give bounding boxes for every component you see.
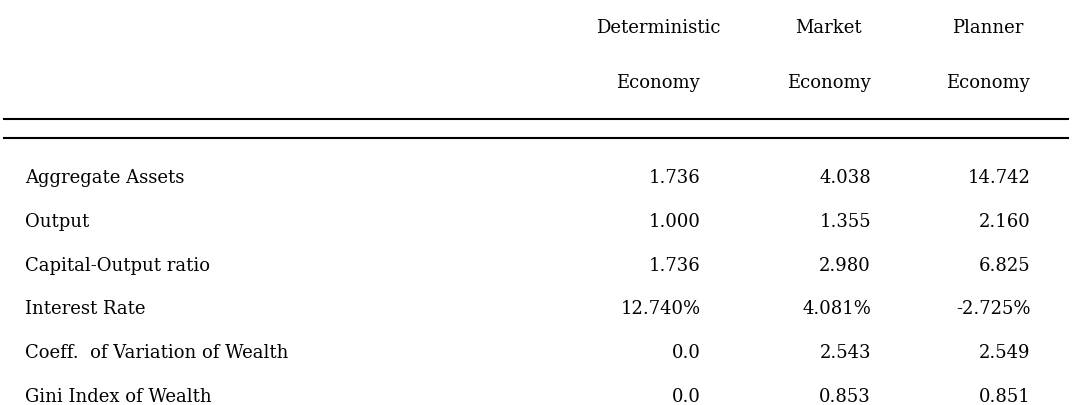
Text: 1.000: 1.000: [649, 213, 701, 231]
Text: Market: Market: [795, 19, 862, 37]
Text: 2.160: 2.160: [979, 213, 1030, 231]
Text: Deterministic: Deterministic: [596, 19, 720, 37]
Text: Capital-Output ratio: Capital-Output ratio: [26, 257, 210, 275]
Text: 2.543: 2.543: [820, 344, 872, 362]
Text: 14.742: 14.742: [968, 169, 1030, 187]
Text: 4.038: 4.038: [819, 169, 872, 187]
Text: Output: Output: [26, 213, 90, 231]
Text: 1.736: 1.736: [650, 257, 701, 275]
Text: Economy: Economy: [616, 74, 700, 92]
Text: Planner: Planner: [952, 19, 1024, 37]
Text: 12.740%: 12.740%: [621, 301, 701, 318]
Text: Coeff.  of Variation of Wealth: Coeff. of Variation of Wealth: [26, 344, 288, 362]
Text: Gini Index of Wealth: Gini Index of Wealth: [26, 388, 212, 405]
Text: -2.725%: -2.725%: [956, 301, 1030, 318]
Text: 0.853: 0.853: [819, 388, 872, 405]
Text: 2.980: 2.980: [819, 257, 872, 275]
Text: 0.851: 0.851: [979, 388, 1030, 405]
Text: 4.081%: 4.081%: [802, 301, 872, 318]
Text: Economy: Economy: [787, 74, 870, 92]
Text: Economy: Economy: [947, 74, 1030, 92]
Text: 0.0: 0.0: [672, 344, 701, 362]
Text: 1.736: 1.736: [650, 169, 701, 187]
Text: Interest Rate: Interest Rate: [26, 301, 146, 318]
Text: 6.825: 6.825: [979, 257, 1030, 275]
Text: 1.355: 1.355: [819, 213, 872, 231]
Text: 2.549: 2.549: [979, 344, 1030, 362]
Text: 0.0: 0.0: [672, 388, 701, 405]
Text: Aggregate Assets: Aggregate Assets: [26, 169, 184, 187]
